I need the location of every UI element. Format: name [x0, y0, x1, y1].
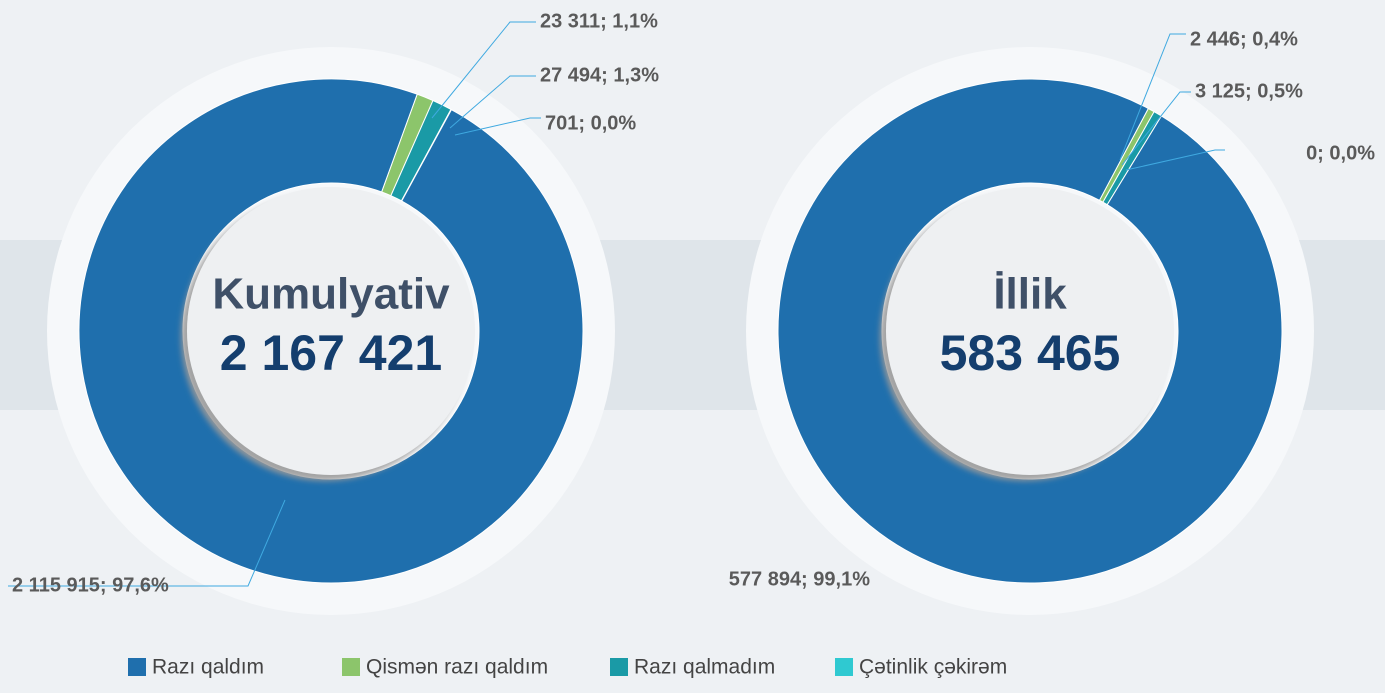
slice — [777, 78, 1283, 584]
leader-line — [449, 75, 536, 129]
legend-swatch — [342, 658, 360, 676]
data-label: 2 446; 0,4% — [1190, 28, 1298, 50]
leader-line — [1119, 33, 1186, 161]
leader-line — [454, 117, 541, 136]
legend-swatch — [128, 658, 146, 676]
legend-label: Razı qaldım — [152, 656, 264, 679]
data-label: 3 125; 0,5% — [1195, 80, 1303, 102]
legend-label: Qismən razı qaldım — [366, 656, 548, 679]
legend-swatch — [610, 658, 628, 676]
data-label: 2 115 915; 97,6% — [12, 574, 169, 596]
leader-line — [1121, 91, 1191, 166]
data-label: 701; 0,0% — [545, 112, 636, 134]
center-value: 2 167 421 — [220, 325, 442, 381]
center-title: İllik — [993, 270, 1067, 319]
data-label: 23 311; 1,1% — [540, 10, 658, 32]
center-value: 583 465 — [940, 325, 1121, 381]
leader-line — [1125, 149, 1225, 171]
inner-circle — [187, 187, 475, 475]
inner-circle — [886, 187, 1174, 475]
legend-label: Çətinlik çəkirəm — [859, 656, 1007, 679]
data-label: 27 494; 1,3% — [540, 64, 659, 86]
slice — [78, 78, 584, 584]
legend-swatch — [835, 658, 853, 676]
legend-label: Razı qalmadım — [634, 656, 775, 679]
leader-line — [431, 21, 536, 119]
center-title: Kumulyativ — [212, 270, 450, 319]
leader-line — [8, 499, 286, 587]
data-label: 577 894; 99,1% — [729, 568, 870, 590]
data-label: 0; 0,0% — [1306, 142, 1375, 164]
